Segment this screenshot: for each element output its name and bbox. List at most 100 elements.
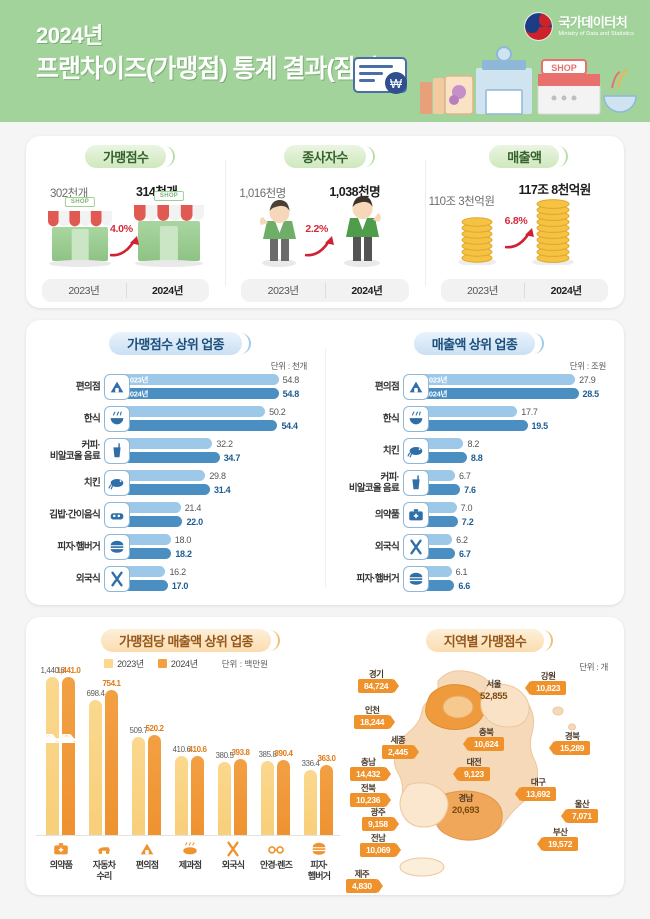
bar-value: 6.7 [458, 470, 471, 481]
bar-value: 7.2 [461, 516, 474, 527]
bar-value: 8.8 [470, 452, 483, 463]
column-group: 380.5 393.8 [214, 677, 252, 835]
store-count-chart-title: 가맹점수 상위 업종 [109, 332, 251, 355]
employees-curr-year: 2024년 [325, 279, 409, 302]
bar-value: 17.0 [171, 580, 189, 591]
taegeuk-logo-icon [525, 13, 553, 40]
legend-swatch-2023 [104, 659, 114, 668]
region-map-chart: 지역별 가맹점수 단위 : 개 [346, 617, 624, 895]
column-value: 410.6 [188, 744, 207, 754]
bar-row-bars: 6.7 7.6 [417, 468, 620, 498]
bar-value: 22.0 [186, 516, 203, 527]
legend-label-2024: 2024년 [170, 659, 198, 669]
column-group: 1,440.6 1,441.0 [41, 666, 81, 835]
foreign-food-icon [104, 566, 130, 592]
region-map-unit-label: 단위 : 개 [579, 662, 608, 672]
sales-curr-year: 2024년 [524, 279, 608, 302]
bar-2023: 32.2 [118, 438, 233, 449]
column-value: 698.4 [86, 689, 105, 699]
convenience-store-icon [104, 374, 130, 400]
bar-2023: 6.7 [417, 470, 471, 481]
column-group: 509.7 520.2 [128, 677, 166, 835]
column-2023: 380.5 [215, 751, 234, 835]
column-value: 410.6 [172, 744, 191, 754]
bar-2023: 29.8 [118, 470, 226, 481]
column-2023: 385.8 [258, 750, 277, 835]
bar-2023: 16.2 [118, 566, 186, 577]
bar-2023: 54.8 2023년 [118, 374, 299, 385]
x-axis-label-text: 자동차 수리 [92, 860, 116, 881]
growth-arrow-icon [504, 228, 534, 249]
map-tag-incheon: 인천 18,244 [354, 705, 396, 729]
bar-2024: 28.5 2024년 [417, 388, 599, 399]
store-count-top-chart: 가맹점수 상위 업종 단위 : 천개 편의점 54.8 2023년 54.8 2024년… [26, 320, 325, 605]
car-repair-icon [82, 839, 126, 859]
column-value: 336.4 [301, 759, 320, 769]
page-title: 2024년 프랜차이즈(가맹점) 통계 결과(잠정) [36, 22, 386, 86]
top-industries-panel: 가맹점수 상위 업종 단위 : 천개 편의점 54.8 2023년 54.8 2024년… [26, 320, 624, 605]
bar-value: 16.2 [169, 566, 186, 577]
title-line-1: 2024년 [36, 23, 103, 48]
x-axis-label-text: 의약품 [49, 860, 73, 870]
column-value: 509.7 [129, 725, 148, 735]
bar-value: 29.8 [209, 470, 226, 481]
coin-stack-icon-2023 [457, 217, 496, 265]
person-icon-2024 [344, 196, 382, 267]
shop-icon-2023: SHOP [48, 197, 112, 267]
store-count-delta: 4.0% [110, 223, 133, 235]
pharmacy-icon [39, 839, 83, 859]
bar-2023: 18.0 [118, 534, 191, 545]
bar-row-category: 커피· 비알코올 음료 [348, 472, 400, 494]
bar-row-bars: 29.8 31.4 [118, 468, 321, 498]
kimbap-icon [104, 502, 130, 528]
map-tag-gyeongbuk: 경북 15,289 [548, 731, 591, 755]
bar-row-category: 한식 [382, 413, 400, 425]
sales-prev-year: 2023년 [440, 279, 525, 302]
bar-row-category: 한식 [83, 413, 101, 425]
bar-row-bars: 54.8 2023년 54.8 2024년 [118, 372, 321, 402]
burger-icon [104, 534, 130, 560]
column-group: 410.6 410.6 [171, 677, 209, 835]
x-axis-label-text: 제과점 [178, 860, 202, 870]
bar-2024: 19.5 [417, 420, 548, 431]
x-axis-label-text: 피자· 햄버거 [307, 860, 331, 881]
column-value: 754.1 [102, 678, 121, 688]
bar-row-category: 의약품 [374, 509, 400, 521]
bar-row: 편의점 27.9 2023년 28.5 2024년 [325, 372, 624, 402]
growth-arrow-icon [109, 236, 139, 257]
column-2023: 509.7 [129, 726, 148, 835]
map-tag-jeonnam: 전남 10,069 [360, 833, 402, 857]
foreign-food-icon [403, 534, 429, 560]
bar-2023: 17.7 [417, 406, 538, 417]
convenience-store-icon [403, 374, 429, 400]
bar-2024: 17.0 [118, 580, 188, 591]
logo-name-en: Ministry of Data and Statistics [558, 31, 634, 37]
bar-2024: 7.2 [417, 516, 474, 527]
agency-logo: 국가데이터처 Ministry of Data and Statistics [525, 13, 634, 40]
bar-row: 외국식 16.2 17.0 [26, 564, 325, 594]
bar-value: 18.2 [175, 548, 192, 559]
svg-text:SHOP: SHOP [551, 63, 577, 73]
map-tag-sejong: 세종 2,445 [382, 735, 419, 759]
sales-per-store-legend: 2023년 2024년 단위 : 백만원 [26, 657, 346, 670]
shop-icon-2024: SHOP [134, 191, 204, 267]
chicken-icon [403, 438, 429, 464]
bar-row-bars: 21.4 22.0 [118, 500, 321, 530]
summary-title-store-count: 가맹점수 [84, 145, 176, 168]
sales-bar-rows: 편의점 27.9 2023년 28.5 2024년 한식 17.7 19.5 치킨 8.2 8.8 커… [325, 372, 624, 596]
column-group: 385.8 390.4 [257, 677, 295, 835]
bar-2024: 6.7 [417, 548, 471, 559]
sales-curr-value: 117조 8천억원 [518, 183, 592, 197]
burger-icon [297, 839, 341, 859]
bar-row-bars: 7.0 7.2 [417, 500, 620, 530]
bar-row: 피자·햄버거 6.1 6.6 [325, 564, 624, 594]
sales-per-store-x-labels: 의약품 자동차 수리 편의점 제과점 외국식 안경·렌즈 피자· 햄버거 [36, 839, 340, 891]
bar-2024: 22.0 [118, 516, 203, 527]
x-axis-label: 안경·렌즈 [254, 839, 298, 871]
map-tag-busan: 부산 19,572 [536, 827, 579, 851]
sales-chart-title: 매출액 상위 업종 [413, 332, 544, 355]
map-tag-daegu: 대구 13,692 [514, 777, 557, 801]
bar-row-category: 치킨 [382, 445, 400, 457]
column-2024: 410.6 [188, 745, 207, 835]
bar-2023: 6.1 [417, 566, 467, 577]
